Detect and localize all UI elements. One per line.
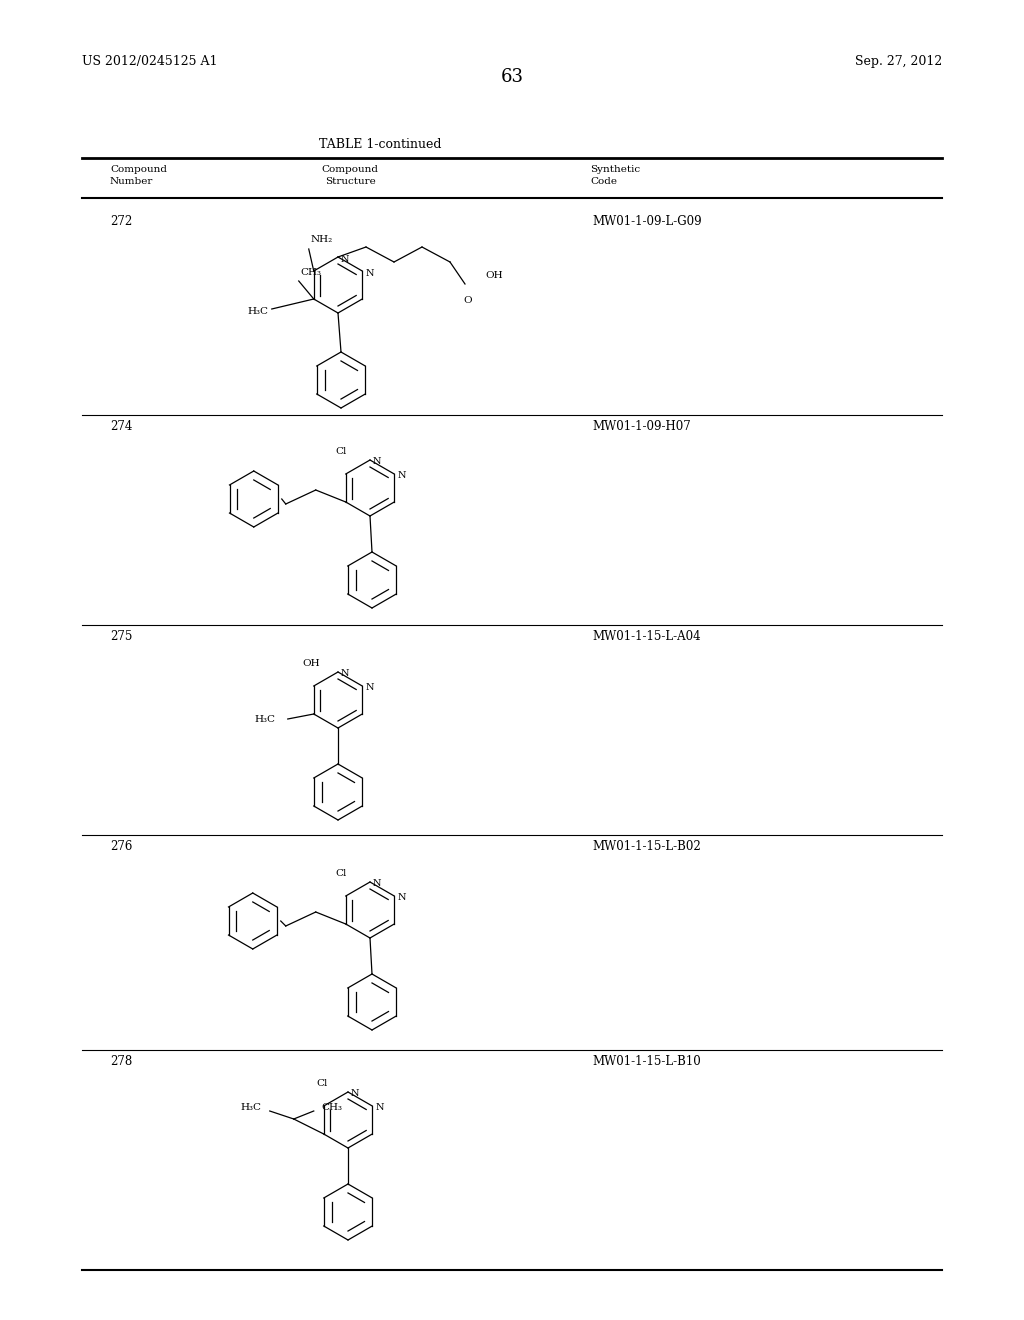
Text: MW01-1-15-L-B02: MW01-1-15-L-B02 (592, 840, 700, 853)
Text: Compound
Number: Compound Number (110, 165, 167, 186)
Text: CH₃: CH₃ (322, 1102, 343, 1111)
Text: O: O (464, 296, 472, 305)
Text: N: N (341, 669, 349, 678)
Text: OH: OH (485, 272, 503, 281)
Text: TABLE 1-continued: TABLE 1-continued (318, 139, 441, 150)
Text: MW01-1-09-H07: MW01-1-09-H07 (592, 420, 691, 433)
Text: US 2012/0245125 A1: US 2012/0245125 A1 (82, 55, 217, 69)
Text: 276: 276 (110, 840, 132, 853)
Text: N: N (351, 1089, 359, 1098)
Text: 272: 272 (110, 215, 132, 228)
Text: N: N (397, 894, 406, 903)
Text: Compound
Structure: Compound Structure (322, 165, 379, 186)
Text: N: N (366, 684, 374, 693)
Text: CH₃: CH₃ (301, 268, 322, 277)
Text: OH: OH (302, 659, 319, 668)
Text: MW01-1-15-L-B10: MW01-1-15-L-B10 (592, 1055, 700, 1068)
Text: 63: 63 (501, 69, 523, 86)
Text: Cl: Cl (335, 869, 346, 878)
Text: Cl: Cl (335, 447, 346, 455)
Text: MW01-1-09-L-G09: MW01-1-09-L-G09 (592, 215, 701, 228)
Text: Sep. 27, 2012: Sep. 27, 2012 (855, 55, 942, 69)
Text: NH₂: NH₂ (310, 235, 333, 244)
Text: 274: 274 (110, 420, 132, 433)
Text: H₃C: H₃C (255, 714, 275, 723)
Text: N: N (373, 879, 382, 888)
Text: MW01-1-15-L-A04: MW01-1-15-L-A04 (592, 630, 700, 643)
Text: N: N (366, 268, 374, 277)
Text: 275: 275 (110, 630, 132, 643)
Text: Cl: Cl (316, 1078, 328, 1088)
Text: N: N (375, 1104, 384, 1113)
Text: H₃C: H₃C (248, 306, 268, 315)
Text: H₃C: H₃C (241, 1102, 262, 1111)
Text: N: N (341, 255, 349, 264)
Text: Synthetic
Code: Synthetic Code (590, 165, 640, 186)
Text: N: N (397, 471, 406, 480)
Text: 278: 278 (110, 1055, 132, 1068)
Text: N: N (373, 458, 382, 466)
